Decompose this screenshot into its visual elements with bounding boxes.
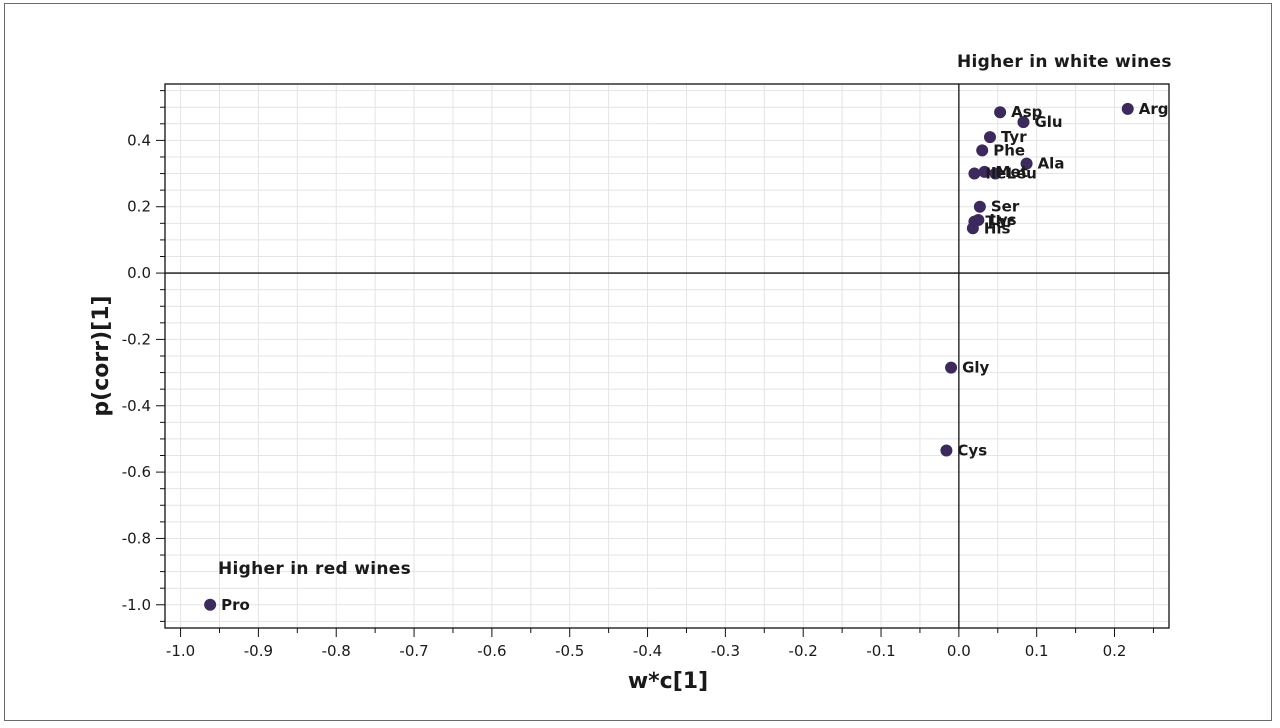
y-tick-label: -0.2 (122, 330, 151, 348)
point-label-lys: Lys (989, 211, 1016, 229)
x-tick-label: -0.1 (866, 642, 895, 660)
data-point-asp (994, 106, 1007, 119)
data-point-arg (1121, 102, 1134, 115)
point-label-gly: Gly (962, 359, 989, 377)
y-tick-label: 0.0 (127, 264, 151, 282)
point-label-cys: Cys (957, 442, 987, 460)
point-label-asp: Asp (1011, 103, 1043, 121)
x-tick-label: -0.6 (477, 642, 506, 660)
y-axis-title: p(corr)[1] (89, 295, 114, 416)
grid-lines (165, 84, 1169, 628)
x-tick-label: -0.8 (322, 642, 351, 660)
x-tick-label: 0.0 (947, 642, 971, 660)
point-label-glu: Glu (1034, 113, 1062, 131)
point-label-his: His (984, 219, 1011, 237)
point-label-met: Met (996, 163, 1028, 181)
x-tick-label: -0.4 (633, 642, 662, 660)
x-tick-label: -0.3 (711, 642, 740, 660)
x-tick-label: -0.2 (789, 642, 818, 660)
data-point-met (978, 165, 991, 178)
data-point-tyr (983, 131, 996, 144)
x-tick-label: -0.9 (244, 642, 273, 660)
point-label-pro: Pro (221, 596, 250, 614)
data-point-his (966, 222, 979, 235)
data-point-gly (945, 361, 958, 374)
x-tick-label: -1.0 (166, 642, 195, 660)
x-tick-label: -0.5 (555, 642, 584, 660)
data-point-ser (973, 200, 986, 213)
data-point-pro (204, 598, 217, 611)
annotation-white-wines: Higher in white wines (957, 52, 1172, 72)
data-point-phe (976, 144, 989, 157)
point-label-ile: Ile (985, 165, 1006, 183)
data-point-cys (940, 444, 953, 457)
x-tick-label: 0.1 (1025, 642, 1049, 660)
y-tick-label: -0.4 (122, 397, 151, 415)
y-tick-label: 0.2 (127, 198, 151, 216)
data-points (204, 102, 1134, 611)
x-axis-title: w*c[1] (628, 669, 708, 694)
y-tick-label: -1.0 (122, 596, 151, 614)
y-tick-label: -0.6 (122, 463, 151, 481)
point-label-leu: Leu (1006, 165, 1036, 183)
point-label-thr: Thr (985, 213, 1014, 231)
point-label-phe: Phe (993, 141, 1025, 159)
x-tick-label: -0.7 (399, 642, 428, 660)
x-tick-label: 0.2 (1103, 642, 1127, 660)
y-tick-label: -0.8 (122, 529, 151, 547)
point-label-arg: Arg (1139, 100, 1169, 118)
tick-labels: -1.0 -0.9 -0.8 -0.7 -0.6 -0.5 -0.4 -0.3 -0.2 -0.1… (122, 131, 1127, 660)
data-point-ala (1020, 157, 1033, 170)
point-label-ala: Ala (1038, 155, 1065, 173)
chart-frame (4, 3, 1272, 721)
point-label-tyr: Tyr (1001, 128, 1027, 146)
data-point-leu (989, 167, 1002, 180)
annotation-red-wines: Higher in red wines (218, 559, 411, 579)
y-tick-label: 0.4 (127, 131, 151, 149)
data-point-glu (1017, 116, 1030, 129)
tick-marks (156, 90, 1154, 637)
data-point-ile (968, 167, 981, 180)
point-label-ser: Ser (991, 198, 1020, 216)
